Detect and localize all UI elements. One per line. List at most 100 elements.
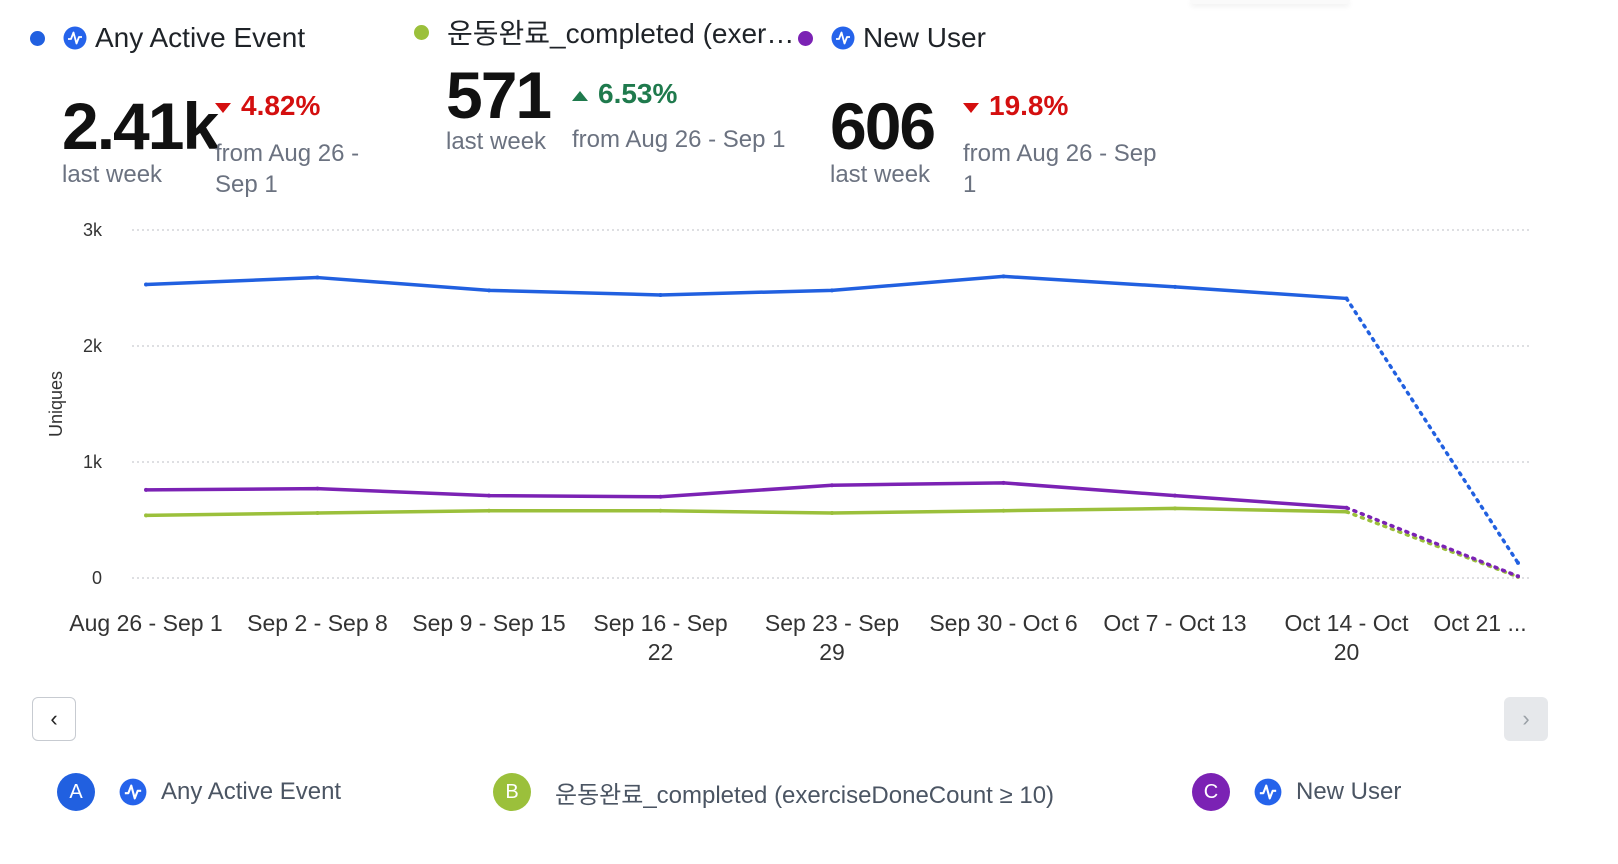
metric-period: last week [62,161,163,188]
data-point[interactable] [658,292,663,297]
event-icon [1254,778,1282,806]
series-dot-icon [30,30,45,46]
event-icon [63,26,87,50]
series-line-1[interactable] [145,274,1347,301]
data-point[interactable] [1173,284,1177,289]
series-incomplete-segment-3 [1344,505,1520,579]
data-point[interactable] [830,288,834,293]
series-incomplete-segment-1 [1344,296,1520,565]
data-point[interactable] [487,493,491,498]
y-tick-label: 2k [83,336,103,356]
data-point[interactable] [830,511,834,516]
y-axis-ticks: 0 1k 2k 3k [83,220,103,588]
data-point[interactable] [658,508,663,513]
metric-value: 571 [446,58,552,132]
metric-name: 운동완료_completed (exer… [447,18,795,49]
compare-text: from Aug 26 - Sep 1 [572,126,786,153]
data-point[interactable] [1344,296,1349,301]
data-point[interactable] [1344,509,1349,514]
legend-item-b[interactable]: B 운동완료_completed (exerciseDoneCount ≥ 10… [493,773,1054,811]
data-point[interactable] [487,508,491,513]
metric-name: Any Active Event [95,22,306,53]
series-dot-icon [414,24,429,40]
y-axis-label: Uniques [46,371,66,437]
arrow-down-icon [963,102,979,113]
legend-label: Any Active Event [161,778,342,805]
metric-card-new-user[interactable]: New User 606 last week 19.8% from Aug 26… [798,20,1156,198]
legend-label: New User [1296,778,1402,805]
data-point[interactable] [315,275,320,280]
x-axis-ticks: Aug 26 - Sep 1 Sep 2 - Sep 8 Sep 9 - Sep 1… [69,610,1526,665]
series-line-3[interactable] [145,481,1347,510]
series-dot-icon [798,30,813,46]
compare-text: from Aug 26 - Sep 1 [963,138,1156,200]
chevron-right-icon: › [1522,706,1530,731]
data-point[interactable] [830,483,834,488]
compare-line: Sep 1 [215,171,278,198]
metric-header: New User [798,20,986,56]
y-tick-label: 3k [83,220,103,240]
metric-value: 2.41k [62,89,219,163]
compare-line: from Aug 26 - [215,140,360,167]
data-point[interactable] [1001,274,1006,279]
series-badge: C [1192,773,1230,811]
metric-header: Any Active Event [30,20,305,56]
data-point[interactable] [1001,508,1006,513]
arrow-up-icon [572,90,588,101]
data-point[interactable] [144,487,148,492]
data-point[interactable] [487,288,491,293]
change-value: 19.8% [989,90,1069,121]
legend-label: 운동완료_completed (exerciseDoneCount ≥ 10) [555,781,1055,809]
series-line-2[interactable] [145,506,1347,518]
metric-change: 6.53% [572,78,785,110]
x-tick-label: Sep 23 - Sep 29 [765,610,899,665]
metric-card-exercise-completed[interactable]: 운동완료_completed (exer… 571 last week 6.53… [414,18,794,155]
data-point[interactable] [1516,560,1520,565]
x-tick-label: Aug 26 - Sep 1 [69,610,222,636]
arrow-down-icon [215,102,231,113]
x-tick-label: Oct 14 - Oct 20 [1285,610,1410,665]
x-tick-label: Sep 9 - Sep 15 [412,610,565,636]
data-point[interactable] [1516,574,1520,579]
metric-change: 4.82% [215,90,359,122]
data-point[interactable] [315,486,320,491]
chart-next-button[interactable]: › [1504,697,1548,741]
metric-card-any-active-event[interactable]: Any Active Event 2.41k last week 4.82% f… [30,20,359,198]
chevron-left-icon: ‹ [50,706,58,731]
top-tab-edge [1190,0,1350,4]
metric-name: New User [863,22,986,53]
data-point[interactable] [144,282,148,287]
event-icon [831,26,855,50]
data-point[interactable] [1173,493,1177,498]
legend-item-a[interactable]: A Any Active Event [57,773,341,811]
x-tick-label: Oct 21 ... [1433,610,1526,636]
y-tick-label: 1k [83,452,103,472]
x-tick-label: Sep 16 - Sep 22 [593,610,727,665]
data-point[interactable] [1344,505,1349,510]
chart-grid [132,229,1530,579]
y-tick-label: 0 [92,568,102,588]
metric-header: 운동완료_completed (exer… [414,14,794,50]
event-icon [119,778,147,806]
change-value: 4.82% [241,90,321,121]
chart-series [144,274,1520,579]
metric-change: 19.8% [963,90,1156,122]
metric-value: 606 [830,89,936,163]
data-point[interactable] [144,513,148,518]
data-point[interactable] [1173,506,1177,511]
x-tick-label: Sep 2 - Sep 8 [247,610,388,636]
line-chart[interactable]: 0 1k 2k 3k Uniques Aug 26 - Sep 1 Sep 2 - Se… [0,210,1618,680]
data-point[interactable] [658,494,663,499]
data-point[interactable] [1001,480,1006,485]
chart-prev-button[interactable]: ‹ [32,697,76,741]
series-badge: B [493,773,531,811]
change-value: 6.53% [598,78,678,109]
compare-line: 1 [963,171,977,198]
series-badge: A [57,773,95,811]
x-tick-label: Sep 30 - Oct 6 [929,610,1077,636]
legend-item-c[interactable]: C New User [1192,773,1401,811]
metric-period: last week [446,128,547,155]
x-tick-label: Oct 7 - Oct 13 [1103,610,1246,636]
data-point[interactable] [315,511,320,516]
compare-line: from Aug 26 - Sep [963,140,1157,167]
